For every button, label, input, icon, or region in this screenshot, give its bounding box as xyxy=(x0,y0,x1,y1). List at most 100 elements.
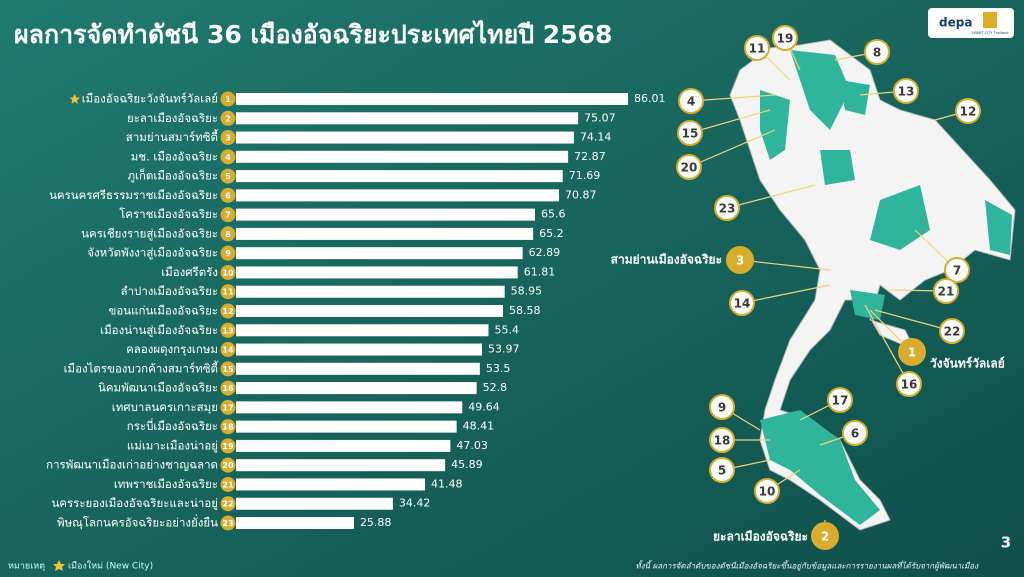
map-annotation: วังจันทร์วัลเลย์ xyxy=(930,357,1005,371)
rank-label: 21 xyxy=(222,480,234,489)
map-marker xyxy=(709,394,735,420)
bar xyxy=(236,227,534,240)
map-number: 5 xyxy=(718,464,726,478)
legend-title: หมายเหตุ xyxy=(8,562,45,572)
rank-label: 14 xyxy=(222,346,234,355)
rank-badge xyxy=(220,264,236,280)
rank-label: 20 xyxy=(222,461,234,470)
value-label: 41.48 xyxy=(431,477,463,490)
bar xyxy=(236,324,489,337)
rank-badge xyxy=(220,149,236,165)
map-marker xyxy=(896,371,922,397)
rank-label: 5 xyxy=(225,172,231,181)
rank-badge xyxy=(220,457,236,473)
value-label: 53.97 xyxy=(488,343,520,356)
rank-badge xyxy=(220,130,236,146)
map xyxy=(729,39,1016,531)
footnote: ทั้งนี้ ผลการจัดลำดับของดัชนีเมืองอัจฉริ… xyxy=(635,560,979,572)
rank-label: 13 xyxy=(222,326,233,335)
new-city-star xyxy=(69,94,80,104)
category-label: นครนครศรีธรรมราชเมืองอัจฉริยะ xyxy=(49,188,218,202)
category-label: คลองผดุงกรุงเกษม xyxy=(126,342,218,356)
map-marker xyxy=(898,338,926,366)
bar xyxy=(236,93,628,105)
rank-badge xyxy=(220,91,236,107)
rank-label: 16 xyxy=(222,384,234,393)
value-label: 72.87 xyxy=(574,150,606,163)
map-country xyxy=(729,39,1016,531)
map-number: 16 xyxy=(901,378,918,392)
map-marker xyxy=(864,39,890,65)
map-number: 17 xyxy=(832,394,849,408)
bar xyxy=(236,439,451,452)
rank-label: 7 xyxy=(225,211,231,220)
category-label: เมืองไตรของบวกค้างสมาร์ทซิตี้ xyxy=(64,360,220,375)
category-label: นิคมพัฒนาเมืองอัจฉริยะ xyxy=(98,381,218,395)
map-region xyxy=(760,90,790,160)
category-label: พิษณุโลกนครอัจฉริยะอย่างยั่งยืน xyxy=(57,515,218,530)
value-label: 53.5 xyxy=(486,362,511,375)
bar xyxy=(236,497,393,510)
value-label: 71.69 xyxy=(569,169,601,182)
bar xyxy=(236,420,457,433)
map-leader xyxy=(689,109,771,134)
value-label: 74.14 xyxy=(580,131,612,144)
value-label: 58.95 xyxy=(511,285,543,298)
bar xyxy=(236,285,505,298)
category-label: เทพราชเมืองอัจฉริยะ xyxy=(114,477,218,491)
category-label: ยะลาเมืองอัจฉริยะ xyxy=(127,111,218,125)
rank-label: 17 xyxy=(222,403,233,412)
rank-badge xyxy=(220,496,236,512)
rank-badge xyxy=(220,226,236,242)
rank-label: 4 xyxy=(225,153,231,162)
value-label: 55.4 xyxy=(494,323,519,336)
value-label: 25.88 xyxy=(360,516,392,529)
value-label: 65.2 xyxy=(539,227,564,240)
map-marker xyxy=(678,88,704,114)
rank-badge xyxy=(220,515,236,531)
map-number: 11 xyxy=(749,42,766,56)
rank-badge xyxy=(220,438,236,454)
map-marker xyxy=(726,246,754,274)
value-label: 48.41 xyxy=(463,420,495,433)
map-number: 18 xyxy=(714,434,731,448)
rank-label: 1 xyxy=(225,95,231,104)
rank-badge xyxy=(220,207,236,223)
bar xyxy=(236,382,477,395)
bar xyxy=(236,459,446,472)
rank-label: 23 xyxy=(222,519,233,528)
map-number: 8 xyxy=(873,46,881,60)
map-marker xyxy=(842,420,868,446)
rank-label: 22 xyxy=(222,500,233,509)
legend: หมายเหตุ เมืองใหม่ (New City) xyxy=(8,560,153,572)
map-number: 22 xyxy=(944,325,961,339)
bar xyxy=(236,170,563,183)
map-region xyxy=(760,410,880,525)
map-number: 1 xyxy=(908,346,916,360)
map-number: 2 xyxy=(821,530,829,544)
map-marker xyxy=(709,457,735,483)
map-leader xyxy=(688,129,776,168)
value-label: 61.81 xyxy=(524,265,556,278)
value-label: 65.6 xyxy=(541,208,566,221)
map-number: 20 xyxy=(681,161,698,175)
rank-badge xyxy=(220,380,236,396)
map-marker xyxy=(939,318,965,344)
logo: depa xyxy=(939,16,972,30)
map-number: 3 xyxy=(736,254,744,268)
map-marker xyxy=(677,120,703,146)
map-region xyxy=(820,150,855,185)
map-marker xyxy=(772,25,798,51)
rank-label: 11 xyxy=(222,288,234,297)
category-label: การพัฒนาเมืองเก่าอย่างชาญฉลาด xyxy=(46,458,218,472)
rank-badge xyxy=(220,110,236,126)
bar xyxy=(236,112,579,125)
map-marker xyxy=(709,427,735,453)
category-label: นครระยองเมืองอัจฉริยะและน่าอยู่ xyxy=(51,496,218,510)
value-label: 75.07 xyxy=(584,111,616,124)
bar xyxy=(236,131,574,144)
map-marker xyxy=(754,478,780,504)
map-number: 7 xyxy=(953,264,961,278)
rank-badge xyxy=(220,303,236,319)
value-label: 52.8 xyxy=(483,381,508,394)
